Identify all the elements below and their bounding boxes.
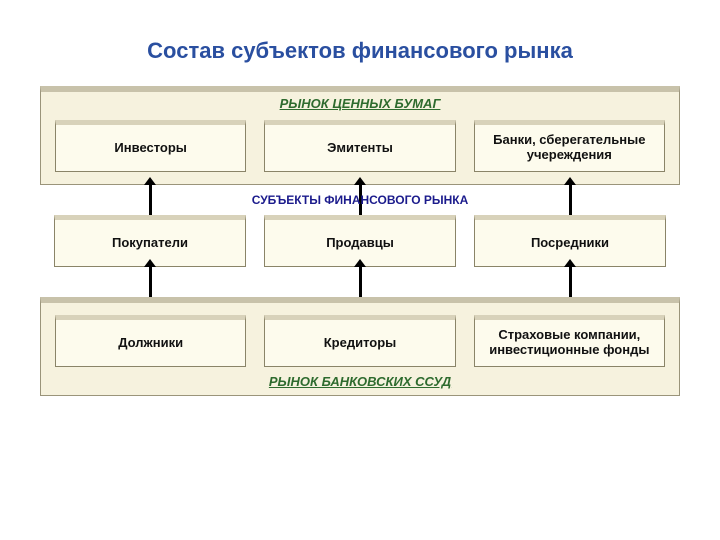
band-middle-title: СУБЪЕКТЫ ФИНАНСОВОГО РЫНКА: [40, 193, 680, 207]
band-top: РЫНОК ЦЕННЫХ БУМАГ Инвесторы Эмитенты Ба…: [40, 86, 680, 185]
cell-issuers: Эмитенты: [264, 120, 455, 172]
band-top-wrap: РЫНОК ЦЕННЫХ БУМАГ Инвесторы Эмитенты Ба…: [40, 86, 680, 185]
cell-intermediaries: Посредники: [474, 215, 666, 267]
cell-investors: Инвесторы: [55, 120, 246, 172]
band-bottom-title: РЫНОК БАНКОВСКИХ ССУД: [41, 374, 679, 389]
cell-banks: Банки, сберегательные учереждения: [474, 120, 665, 172]
cell-buyers: Покупатели: [54, 215, 246, 267]
band-bottom: Должники Кредиторы Страховые компании, и…: [40, 297, 680, 396]
cell-creditors: Кредиторы: [264, 315, 455, 367]
page-title: Состав субъектов финансового рынка: [0, 0, 720, 86]
cell-sellers: Продавцы: [264, 215, 456, 267]
band-middle: СУБЪЕКТЫ ФИНАНСОВОГО РЫНКА Покупатели Пр…: [40, 215, 680, 267]
cell-debtors: Должники: [55, 315, 246, 367]
diagram: РЫНОК ЦЕННЫХ БУМАГ Инвесторы Эмитенты Ба…: [40, 86, 680, 396]
cell-insurance-funds: Страховые компании, инвестиционные фонды: [474, 315, 665, 367]
band-bottom-wrap: Должники Кредиторы Страховые компании, и…: [40, 297, 680, 396]
band-top-title: РЫНОК ЦЕННЫХ БУМАГ: [41, 96, 679, 111]
